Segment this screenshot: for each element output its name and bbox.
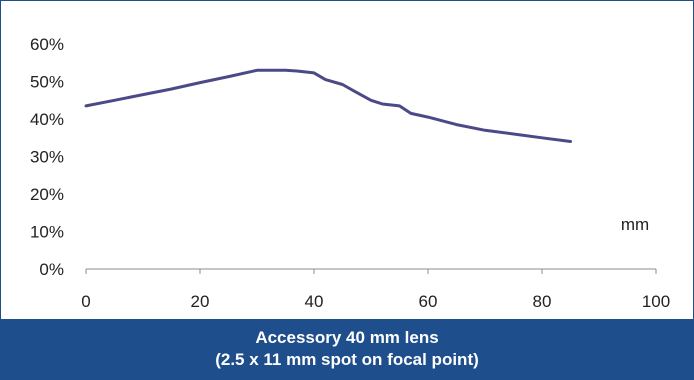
caption-line-1: Accessory 40 mm lens [255, 328, 439, 347]
y-tick-label: 30% [30, 148, 64, 167]
x-tick-label: 40 [305, 292, 324, 311]
y-tick-label: 10% [30, 223, 64, 242]
x-tick-label: 60 [419, 292, 438, 311]
x-axis-ticks: 0 20 40 60 80 100 [81, 269, 670, 311]
x-tick-label: 100 [642, 292, 670, 311]
y-tick-label: 60% [30, 35, 64, 54]
y-tick-label: 0% [39, 260, 64, 279]
y-axis-ticks: 0% 10% 20% 30% 40% 50% 60% [30, 35, 64, 279]
x-tick-label: 80 [533, 292, 552, 311]
y-tick-label: 40% [30, 110, 64, 129]
series-line [84, 68, 572, 143]
series-group [84, 68, 572, 143]
caption-line-2: (2.5 x 11 mm spot on focal point) [215, 350, 479, 369]
chart-caption: Accessory 40 mm lens (2.5 x 11 mm spot o… [1, 319, 693, 379]
x-tick-label: 0 [81, 292, 90, 311]
y-tick-label: 50% [30, 73, 64, 92]
x-tick-label: 20 [191, 292, 210, 311]
line-chart: 0% 10% 20% 30% 40% 50% 60% 0 20 40 60 80 100 mm [30, 35, 670, 311]
chart-area: 0% 10% 20% 30% 40% 50% 60% 0 20 40 60 80 100 mm [1, 1, 693, 319]
unit-label: mm [621, 215, 649, 234]
y-tick-label: 20% [30, 185, 64, 204]
